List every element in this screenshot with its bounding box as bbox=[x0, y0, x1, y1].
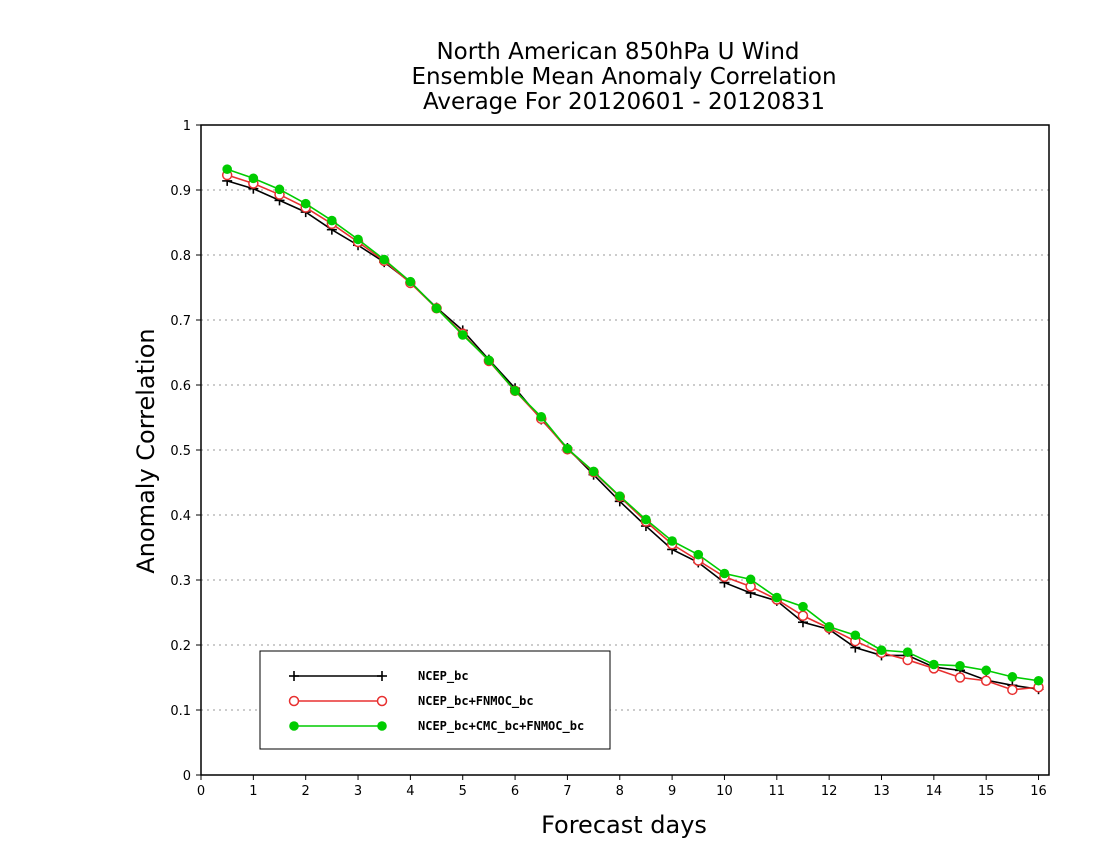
data-point bbox=[981, 665, 991, 676]
x-tick-label: 13 bbox=[873, 784, 890, 799]
data-point bbox=[954, 672, 966, 683]
data-point bbox=[693, 549, 704, 560]
x-tick-label: 11 bbox=[769, 784, 786, 799]
x-tick-label: 5 bbox=[459, 784, 467, 799]
data-point bbox=[248, 173, 259, 184]
series-2 bbox=[222, 164, 1044, 686]
title-line-1: North American 850hPa U Wind bbox=[436, 39, 799, 65]
data-point bbox=[798, 601, 808, 612]
x-tick-label: 12 bbox=[821, 784, 838, 799]
data-point bbox=[745, 574, 756, 585]
x-axis-label: Forecast days bbox=[541, 811, 707, 839]
data-point bbox=[588, 466, 599, 477]
y-axis-label: Anomaly Correlation bbox=[132, 328, 160, 573]
data-point bbox=[327, 215, 337, 226]
data-point bbox=[929, 659, 939, 670]
series-line bbox=[226, 168, 1039, 682]
x-tick-label: 3 bbox=[354, 784, 362, 799]
series-line bbox=[226, 180, 1039, 690]
data-point bbox=[850, 630, 861, 641]
legend-entry: NCEP_bc+CMC_bc+FNMOC_bc bbox=[289, 719, 584, 734]
data-point bbox=[667, 536, 677, 546]
legend-marker bbox=[289, 721, 299, 731]
y-tick-label: 0.2 bbox=[170, 639, 191, 654]
data-point bbox=[614, 491, 625, 501]
y-tick-label: 0.3 bbox=[170, 574, 191, 589]
data-point bbox=[510, 386, 520, 396]
data-point bbox=[222, 164, 232, 174]
data-point bbox=[405, 276, 416, 287]
x-tick-label: 14 bbox=[926, 784, 943, 799]
grid-lines bbox=[201, 189, 1049, 711]
data-point bbox=[1033, 675, 1044, 686]
x-tick-label: 1 bbox=[249, 784, 257, 799]
series-1 bbox=[221, 169, 1044, 696]
data-point bbox=[353, 234, 363, 245]
x-tick-label: 16 bbox=[1030, 784, 1047, 799]
y-tick-label: 0.4 bbox=[170, 509, 191, 524]
data-point bbox=[536, 412, 547, 422]
legend-marker bbox=[377, 721, 387, 731]
data-point bbox=[772, 592, 782, 603]
legend-label: NCEP_bc bbox=[418, 669, 469, 684]
y-tick-label: 0.5 bbox=[170, 444, 191, 459]
data-point bbox=[902, 647, 913, 657]
data-point bbox=[484, 355, 494, 366]
data-point bbox=[641, 514, 651, 525]
title-line-2: Ensemble Mean Anomaly Correlation bbox=[411, 64, 836, 90]
x-tick-label: 9 bbox=[668, 784, 676, 799]
legend-marker bbox=[377, 671, 387, 681]
data-series bbox=[221, 164, 1044, 696]
data-point bbox=[431, 303, 442, 314]
axis-ticks: 00.10.20.30.40.50.60.70.80.910 1 2 3 4 5 6 7 8 9 1… bbox=[170, 119, 1046, 799]
y-tick-label: 0.7 bbox=[170, 314, 191, 329]
series-0 bbox=[222, 175, 1044, 695]
data-point bbox=[980, 675, 992, 686]
y-tick-label: 0.9 bbox=[170, 184, 191, 199]
y-tick-label: 0.1 bbox=[170, 704, 191, 719]
y-tick-label: 1 bbox=[183, 119, 191, 134]
legend-label: NCEP_bc+FNMOC_bc bbox=[418, 694, 534, 709]
legend-entry: NCEP_bc+FNMOC_bc bbox=[288, 694, 534, 709]
data-point bbox=[274, 184, 285, 195]
y-tick-label: 0.8 bbox=[170, 249, 191, 264]
x-tick-label: 8 bbox=[616, 784, 624, 799]
data-point bbox=[1007, 672, 1018, 682]
data-point bbox=[379, 254, 390, 265]
chart-title: North American 850hPa U Wind Ensemble Me… bbox=[411, 39, 836, 115]
data-point bbox=[824, 622, 834, 632]
data-point bbox=[876, 645, 887, 655]
x-tick-label: 6 bbox=[511, 784, 519, 799]
legend: NCEP_bc NCEP_bc+FNMOC_bc NCEP_bc+CMC_bc+FN… bbox=[259, 650, 611, 750]
legend-marker bbox=[288, 695, 300, 707]
y-tick-label: 0 bbox=[183, 769, 191, 784]
legend-entry: NCEP_bc bbox=[289, 669, 469, 684]
legend-box bbox=[259, 650, 611, 750]
data-point bbox=[300, 198, 311, 209]
data-point bbox=[1007, 684, 1018, 696]
data-point bbox=[457, 330, 468, 340]
legend-marker bbox=[376, 695, 388, 707]
x-tick-label: 2 bbox=[302, 784, 310, 799]
x-tick-label: 15 bbox=[978, 784, 995, 799]
series-line bbox=[226, 174, 1039, 691]
x-tick-label: 10 bbox=[716, 784, 733, 799]
data-point bbox=[562, 443, 573, 454]
data-point bbox=[719, 568, 730, 579]
y-tick-label: 0.6 bbox=[170, 379, 191, 394]
x-tick-label: 4 bbox=[406, 784, 414, 799]
data-point bbox=[797, 610, 809, 621]
title-line-3: Average For 20120601 - 20120831 bbox=[423, 89, 825, 115]
x-tick-label: 0 bbox=[197, 784, 205, 799]
legend-marker bbox=[289, 671, 299, 681]
legend-label: NCEP_bc+CMC_bc+FNMOC_bc bbox=[418, 719, 584, 734]
x-tick-label: 7 bbox=[563, 784, 571, 799]
data-point bbox=[955, 661, 965, 671]
